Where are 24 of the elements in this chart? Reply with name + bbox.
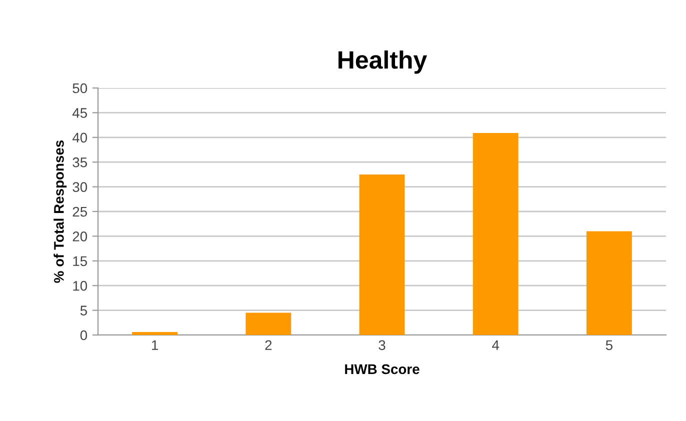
bar (586, 231, 632, 335)
y-tick-label: 5 (80, 306, 87, 316)
x-axis-title: HWB Score (345, 364, 420, 374)
x-tick-label: 2 (265, 340, 272, 350)
y-tick-label: 50 (72, 83, 88, 94)
y-tick-label: 30 (72, 182, 88, 192)
x-tick-label: 4 (492, 340, 500, 350)
y-tick-label: 10 (73, 280, 88, 291)
y-tick-label: 35 (72, 157, 88, 168)
y-tick-label: 0 (80, 330, 88, 340)
bar (359, 174, 405, 335)
bar (472, 132, 518, 335)
y-tick-label: 45 (72, 108, 88, 118)
y-axis-title: % of Total Responses (54, 140, 67, 283)
x-tick-label: 3 (378, 340, 386, 350)
bar (246, 312, 292, 335)
y-tick-label: 15 (73, 256, 88, 266)
x-tick-label: 1 (152, 340, 158, 350)
bar (132, 332, 178, 335)
y-tick-label: 20 (72, 232, 88, 242)
chart-title: Healthy (338, 50, 428, 74)
y-tick-label: 40 (72, 132, 88, 143)
y-tick-label: 25 (72, 206, 88, 217)
x-tick-label: 5 (606, 340, 612, 350)
